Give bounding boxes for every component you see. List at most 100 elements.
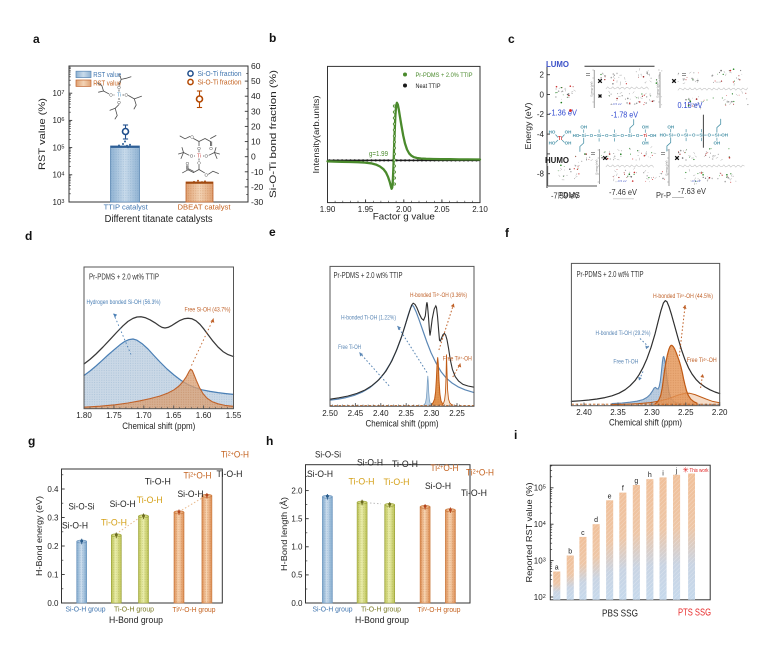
svg-text:0.15 eV: 0.15 eV (678, 100, 703, 110)
svg-text:2: 2 (540, 71, 545, 80)
svg-text:2.40: 2.40 (373, 409, 389, 418)
svg-text:0.3: 0.3 (47, 513, 59, 522)
svg-text:Si-O-H group: Si-O-H group (313, 605, 353, 614)
svg-text:104: 104 (53, 171, 65, 180)
svg-text:O: O (636, 133, 640, 138)
svg-text:Si-O-H: Si-O-H (357, 458, 383, 468)
svg-text:-0.5 eV: -0.5 eV (689, 102, 699, 106)
svg-text:1.75: 1.75 (106, 411, 122, 420)
svg-text:TiIV-O-H group: TiIV-O-H group (418, 605, 461, 614)
svg-text:Ti: Ti (643, 133, 647, 138)
svg-text:Ti-O-H: Ti-O-H (217, 469, 243, 479)
svg-text:e: e (269, 225, 276, 239)
svg-text:PDMS: PDMS (558, 190, 580, 200)
svg-text:-0.5 eV: -0.5 eV (617, 179, 627, 183)
svg-text:HO: HO (549, 130, 556, 135)
svg-text:This work: This work (690, 468, 709, 474)
svg-text:d: d (25, 229, 32, 243)
svg-text:103: 103 (534, 556, 546, 565)
svg-text:2.0: 2.0 (291, 486, 303, 495)
svg-text:Si: Si (669, 133, 673, 138)
svg-text:Free Si-OH (43.7%): Free Si-OH (43.7%) (185, 307, 231, 314)
svg-text:20: 20 (251, 121, 261, 131)
svg-text:0.1: 0.1 (47, 570, 59, 579)
svg-text:-7.46 eV: -7.46 eV (609, 187, 637, 197)
svg-text:Si-O-H: Si-O-H (110, 499, 136, 509)
svg-text:Free Ti-OH: Free Ti-OH (613, 359, 638, 366)
svg-text:Ti2+O-H: Ti2+O-H (221, 450, 249, 460)
svg-text:O: O (209, 146, 213, 151)
svg-text:Pr-P: Pr-P (656, 190, 671, 200)
svg-text:OH: OH (650, 133, 657, 138)
svg-text:Reported RST value (%): Reported RST value (%) (524, 482, 534, 582)
svg-text:Ti: Ti (197, 153, 201, 159)
svg-text:O: O (205, 153, 209, 158)
svg-text:Ti-O-H: Ti-O-H (461, 488, 487, 498)
svg-text:O: O (590, 133, 594, 138)
svg-text:Ti-O-H: Ti-O-H (349, 476, 375, 486)
svg-text:OH: OH (580, 125, 587, 130)
svg-text:Factor g value: Factor g value (373, 212, 435, 223)
svg-text:2.35: 2.35 (398, 409, 414, 418)
svg-text:O: O (692, 133, 696, 138)
svg-text:Ti: Ti (558, 136, 563, 142)
svg-text:Ti2+O-H: Ti2+O-H (431, 463, 459, 473)
svg-text:Neat TTIP: Neat TTIP (416, 83, 441, 90)
svg-text:O: O (190, 153, 194, 158)
svg-text:RST value: RST value (93, 81, 121, 88)
svg-text:Ti-O-H group: Ti-O-H group (361, 605, 401, 614)
svg-text:i: i (662, 470, 664, 477)
svg-text:-7.59 eV: -7.59 eV (551, 191, 579, 201)
svg-text:O: O (707, 133, 711, 138)
svg-text:HO: HO (549, 141, 556, 146)
svg-text:O: O (204, 172, 208, 177)
svg-text:Ti-O-H: Ti-O-H (101, 517, 127, 527)
svg-text:O: O (677, 133, 681, 138)
svg-text:PBS SSG: PBS SSG (602, 609, 638, 620)
svg-text:Ti-O-H: Ti-O-H (137, 495, 163, 505)
svg-text:2.00: 2.00 (396, 205, 412, 214)
svg-text:O: O (605, 133, 609, 138)
svg-text:h: h (266, 434, 273, 448)
svg-text:Ti: Ti (117, 92, 121, 98)
svg-text:DBEAT catalyst: DBEAT catalyst (178, 203, 232, 212)
svg-text:-0.5 eV: -0.5 eV (691, 179, 701, 183)
svg-text:Energy (eV): Energy (eV) (595, 159, 599, 174)
svg-text:a: a (555, 565, 559, 572)
svg-text:105: 105 (534, 484, 546, 493)
svg-text:102: 102 (534, 593, 546, 602)
svg-text:HO: HO (573, 133, 580, 138)
svg-text:Si-O-H group: Si-O-H group (66, 605, 106, 614)
svg-text:Free Ti-OH: Free Ti-OH (338, 344, 361, 351)
svg-text:Ti-O-H group: Ti-O-H group (114, 605, 154, 614)
svg-text:H-bonded Ti-OH (29.2%): H-bonded Ti-OH (29.2%) (596, 330, 651, 337)
svg-text:Ti-O-H: Ti-O-H (392, 459, 418, 469)
svg-text:O: O (190, 135, 194, 140)
svg-text:Si: Si (612, 133, 616, 138)
svg-text:Si-O-Ti fraction: Si-O-Ti fraction (198, 71, 242, 78)
svg-text:0.0: 0.0 (291, 599, 303, 608)
svg-text:OH: OH (642, 125, 649, 130)
svg-text:Si-O-Si: Si-O-Si (315, 449, 341, 459)
svg-text:2.10: 2.10 (472, 205, 488, 214)
svg-text:Free Ti4+-OH: Free Ti4+-OH (687, 357, 717, 364)
svg-text:LUMO: LUMO (546, 60, 569, 69)
svg-text:1.95: 1.95 (358, 205, 374, 214)
svg-text:RST value: RST value (93, 72, 121, 79)
svg-text:H-Bond group: H-Bond group (109, 615, 163, 626)
svg-text:Chemical shift (ppm): Chemical shift (ppm) (366, 419, 439, 430)
svg-text:0: 0 (540, 90, 545, 99)
svg-text:HO: HO (660, 133, 667, 138)
svg-text:OH: OH (565, 130, 572, 135)
svg-text:10: 10 (251, 137, 261, 147)
svg-text:c: c (508, 32, 515, 46)
svg-text:-30: -30 (251, 197, 264, 207)
svg-text:Pr-PDMS + 2.0 wt% TTIP: Pr-PDMS + 2.0 wt% TTIP (334, 271, 403, 280)
svg-text:Si-O-H: Si-O-H (62, 521, 88, 531)
svg-text:OH: OH (721, 133, 728, 138)
svg-text:Intensity(arb.units): Intensity(arb.units) (312, 95, 321, 173)
svg-text:Ti2+O-H: Ti2+O-H (466, 468, 494, 478)
svg-text:O: O (197, 146, 201, 151)
svg-text:Si: Si (684, 133, 688, 138)
svg-text:O: O (186, 161, 190, 166)
